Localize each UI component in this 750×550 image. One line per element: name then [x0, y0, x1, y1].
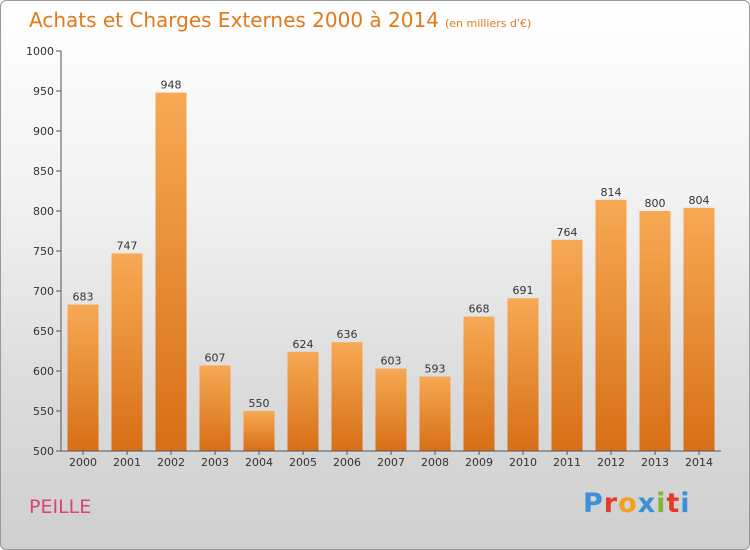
x-tick-label: 2011: [553, 456, 581, 469]
bar: [463, 316, 495, 451]
y-tick-label: 650: [33, 325, 54, 338]
logo-letter: P: [583, 488, 604, 519]
x-tick-label: 2007: [377, 456, 405, 469]
data-label: 624: [293, 338, 314, 351]
bar: [199, 365, 231, 451]
bar: [639, 211, 671, 451]
bar: [595, 199, 627, 451]
bar: [683, 207, 715, 451]
logo-letter: i: [656, 488, 667, 519]
bar: [507, 298, 539, 451]
data-label: 800: [645, 197, 666, 210]
data-label: 747: [117, 239, 138, 252]
data-label: 804: [689, 194, 710, 207]
logo-letter: i: [680, 488, 691, 519]
bar: [243, 411, 275, 451]
bars-group: 683 747 948 607 550 624 636 603 593 668 691 764 814 8…: [67, 79, 715, 451]
y-tick-label: 550: [33, 405, 54, 418]
data-label: 593: [425, 363, 446, 376]
y-tick-label: 1000: [26, 45, 54, 58]
town-name: PEILLE: [29, 496, 92, 518]
y-tick-label: 800: [33, 205, 54, 218]
x-tick-label: 2010: [509, 456, 537, 469]
chart-title: Achats et Charges Externes 2000 à 2014 (e…: [29, 8, 531, 32]
chart-subtitle: (en milliers d'€): [444, 17, 532, 30]
x-tick-label: 2002: [157, 456, 185, 469]
x-tick-label: 2013: [641, 456, 669, 469]
x-tick-label: 2004: [245, 456, 273, 469]
x-tick-label: 2003: [201, 456, 229, 469]
x-tick-label: 2000: [69, 456, 97, 469]
data-label: 603: [381, 355, 402, 368]
proxiti-logo: Proxiti: [583, 488, 691, 519]
logo-letter: x: [637, 488, 657, 519]
y-tick-label: 500: [33, 445, 54, 458]
data-label: 607: [205, 351, 226, 364]
bar: [331, 342, 363, 451]
y-tick-label: 750: [33, 245, 54, 258]
x-tick-label: 2001: [113, 456, 141, 469]
logo-letter: r: [603, 488, 619, 519]
x-tick-label: 2009: [465, 456, 493, 469]
bar: [375, 368, 407, 451]
data-label: 683: [73, 291, 94, 304]
x-tick-label: 2008: [421, 456, 449, 469]
bar: [287, 351, 319, 451]
x-tick-label: 2012: [597, 456, 625, 469]
logo-letter: o: [618, 488, 638, 519]
y-tick-label: 850: [33, 165, 54, 178]
y-axis: 500 550 600 650 700 750 800 850 900 950 1000: [26, 45, 62, 458]
y-tick-label: 600: [33, 365, 54, 378]
x-tick-label: 2006: [333, 456, 361, 469]
title-text: Achats et Charges Externes 2000 à 2014: [29, 8, 439, 32]
x-tick-label: 2014: [685, 456, 713, 469]
bar: [67, 304, 99, 451]
y-tick-label: 900: [33, 125, 54, 138]
y-tick-label: 950: [33, 85, 54, 98]
data-label: 948: [161, 79, 182, 92]
x-axis: 2000 2001 2002 2003 2004 2005 2006 2007 2008 2009…: [61, 450, 721, 469]
data-label: 691: [513, 284, 534, 297]
data-label: 636: [337, 328, 358, 341]
data-label: 550: [249, 397, 270, 410]
logo-letter: t: [666, 488, 681, 519]
data-label: 668: [469, 303, 490, 316]
x-tick-label: 2005: [289, 456, 317, 469]
data-label: 814: [601, 186, 622, 199]
bar: [419, 376, 451, 451]
data-label: 764: [557, 226, 578, 239]
bar: [551, 239, 583, 451]
bar: [155, 92, 187, 451]
bar: [111, 253, 143, 451]
y-tick-label: 700: [33, 285, 54, 298]
